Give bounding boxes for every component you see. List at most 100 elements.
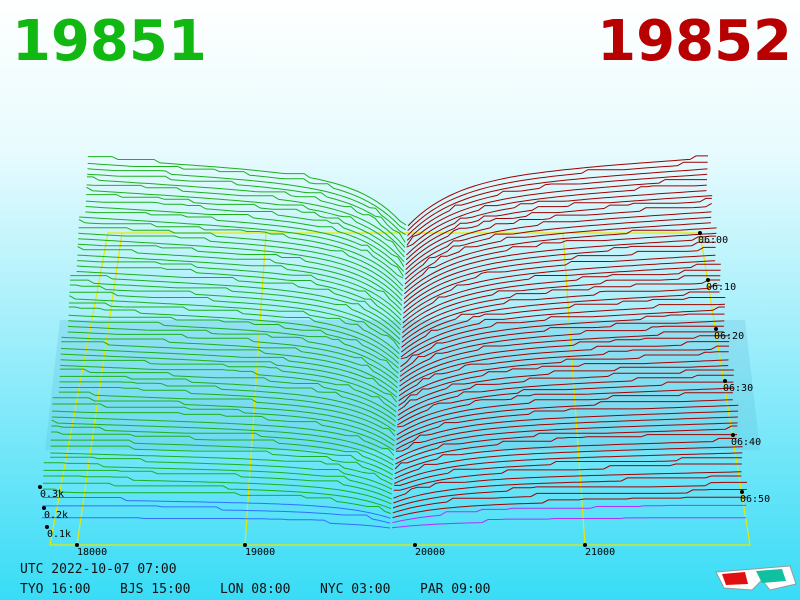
tick-dot bbox=[723, 379, 727, 383]
ask-curve bbox=[400, 313, 725, 368]
ask-curve bbox=[403, 246, 716, 309]
ask-curve bbox=[400, 306, 725, 360]
ask-curve bbox=[406, 190, 707, 256]
tick-dot bbox=[413, 543, 417, 547]
ask-curve bbox=[397, 369, 734, 416]
bid-curve bbox=[86, 194, 405, 263]
bid-curve bbox=[52, 397, 395, 442]
ask-curve bbox=[395, 422, 738, 460]
bid-curve bbox=[59, 368, 397, 418]
ask-curve bbox=[395, 410, 739, 450]
ask-curve bbox=[399, 331, 724, 382]
bid-curve bbox=[70, 279, 401, 340]
ask-curve bbox=[397, 365, 729, 411]
ask-curve bbox=[395, 416, 738, 452]
ask-curve bbox=[402, 269, 721, 329]
ask-curve bbox=[395, 425, 738, 465]
bid-curve bbox=[67, 325, 399, 379]
ask-curve bbox=[396, 399, 733, 441]
bid-curve bbox=[70, 275, 401, 335]
ask-curve bbox=[404, 227, 717, 290]
bid-curve bbox=[50, 456, 393, 490]
ask-curve bbox=[406, 173, 708, 241]
ask-curve bbox=[398, 351, 729, 402]
bid-curve bbox=[85, 206, 405, 272]
bid-curve bbox=[42, 497, 391, 519]
tick-dot bbox=[38, 485, 42, 489]
zone-time: PAR 09:00 bbox=[420, 582, 490, 597]
glasses-icon bbox=[715, 565, 797, 591]
ask-curve bbox=[401, 284, 720, 343]
bid-curve bbox=[76, 271, 401, 330]
zone-time: LON 08:00 bbox=[220, 582, 290, 597]
bid-curve bbox=[78, 232, 403, 297]
bid-curve bbox=[76, 265, 402, 326]
ask-curve bbox=[404, 216, 712, 280]
ask-curve bbox=[396, 392, 733, 436]
bid-curve bbox=[43, 475, 392, 505]
tick-dot bbox=[42, 506, 46, 510]
depth-curves bbox=[42, 155, 747, 529]
bid-curve bbox=[61, 341, 398, 393]
ask-curve bbox=[397, 381, 734, 426]
tick-dot bbox=[583, 543, 587, 547]
bid-curve bbox=[69, 291, 400, 350]
zone-time: NYC 03:00 bbox=[320, 582, 390, 597]
ask-curve bbox=[405, 211, 712, 275]
bid-curve bbox=[60, 353, 398, 403]
bid-curve bbox=[43, 469, 392, 500]
price-label: 21000 bbox=[585, 547, 615, 558]
axis-labels: 18000 19000 20000 21000 06:00 06:10 06:20 06:30… bbox=[38, 231, 770, 558]
bid-curve bbox=[50, 452, 393, 485]
bid-curve bbox=[78, 238, 403, 301]
bid-curve bbox=[77, 243, 403, 306]
bid-curve bbox=[58, 391, 396, 437]
ask-curve bbox=[407, 168, 708, 236]
bid-curve bbox=[69, 284, 401, 345]
ask-curve bbox=[396, 404, 739, 445]
ask-curve bbox=[400, 297, 726, 353]
ask-curve bbox=[401, 279, 721, 338]
bid-curve bbox=[77, 260, 402, 321]
ask-curve bbox=[397, 387, 734, 428]
bid-curve bbox=[86, 186, 405, 258]
bid-curve bbox=[85, 211, 404, 277]
time-label: 06:10 bbox=[706, 282, 736, 293]
ask-curve bbox=[393, 471, 742, 499]
glasses-cyan bbox=[756, 569, 786, 583]
bid-curve bbox=[59, 381, 396, 427]
bid-curve bbox=[51, 431, 394, 471]
bid-curve bbox=[68, 320, 399, 374]
bid-curve bbox=[59, 375, 396, 422]
ask-curve bbox=[404, 222, 711, 285]
bid-curve bbox=[86, 184, 406, 253]
bid-curve bbox=[60, 359, 397, 408]
depth-label: 0.1k bbox=[47, 529, 71, 540]
bid-curve bbox=[78, 227, 403, 292]
ask-curve bbox=[393, 475, 742, 504]
price-label: 20000 bbox=[415, 547, 445, 558]
bid-curve bbox=[87, 173, 406, 243]
ask-curve bbox=[402, 263, 721, 324]
tick-dot bbox=[698, 231, 702, 235]
ask-curve bbox=[399, 320, 725, 373]
ask-curve bbox=[394, 446, 743, 480]
ask-curve bbox=[400, 303, 726, 358]
tick-dot bbox=[243, 543, 247, 547]
bid-curve bbox=[50, 439, 394, 476]
tick-dot bbox=[731, 433, 735, 437]
ask-curve bbox=[392, 489, 747, 514]
tick-dot bbox=[714, 327, 718, 331]
bid-curve bbox=[61, 336, 398, 389]
depth-label: 0.2k bbox=[44, 510, 68, 521]
price-label: 19000 bbox=[245, 547, 275, 558]
bid-curve bbox=[42, 517, 391, 529]
bid-curve bbox=[87, 176, 406, 248]
price-label: 18000 bbox=[77, 547, 107, 558]
ask-curve bbox=[406, 184, 707, 248]
bid-curve bbox=[59, 387, 396, 432]
bid-curve bbox=[87, 168, 406, 236]
utc-time: UTC 2022-10-07 07:00 bbox=[20, 562, 177, 577]
